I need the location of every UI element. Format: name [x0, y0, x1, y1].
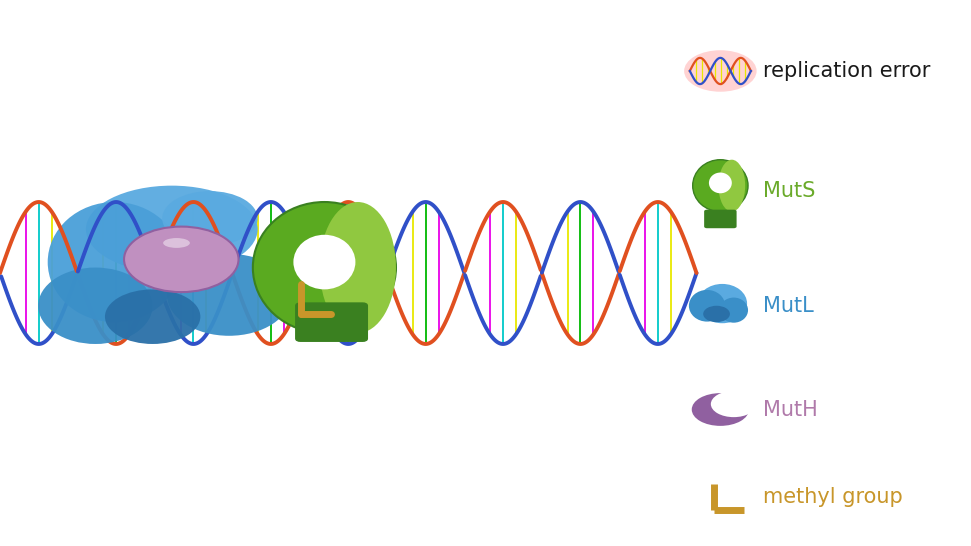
Ellipse shape: [293, 235, 355, 289]
Ellipse shape: [692, 159, 748, 211]
Ellipse shape: [703, 306, 730, 322]
Circle shape: [711, 391, 756, 417]
Text: MutS: MutS: [763, 181, 816, 201]
FancyBboxPatch shape: [704, 210, 737, 228]
Ellipse shape: [697, 284, 747, 323]
Text: methyl group: methyl group: [763, 487, 903, 507]
Ellipse shape: [48, 202, 182, 322]
FancyBboxPatch shape: [296, 303, 367, 341]
Circle shape: [124, 227, 239, 292]
Text: MutH: MutH: [763, 400, 818, 419]
Ellipse shape: [163, 238, 190, 248]
Ellipse shape: [319, 202, 396, 333]
Ellipse shape: [252, 202, 396, 333]
Ellipse shape: [105, 289, 200, 344]
Ellipse shape: [719, 159, 745, 211]
Text: MutL: MutL: [763, 296, 814, 316]
Ellipse shape: [167, 254, 291, 336]
Ellipse shape: [709, 173, 732, 193]
Text: replication error: replication error: [763, 61, 930, 81]
Circle shape: [685, 50, 756, 92]
Ellipse shape: [688, 290, 725, 322]
Ellipse shape: [162, 191, 257, 246]
Circle shape: [691, 393, 749, 426]
Ellipse shape: [720, 298, 748, 323]
Ellipse shape: [38, 268, 152, 344]
Ellipse shape: [85, 186, 257, 273]
